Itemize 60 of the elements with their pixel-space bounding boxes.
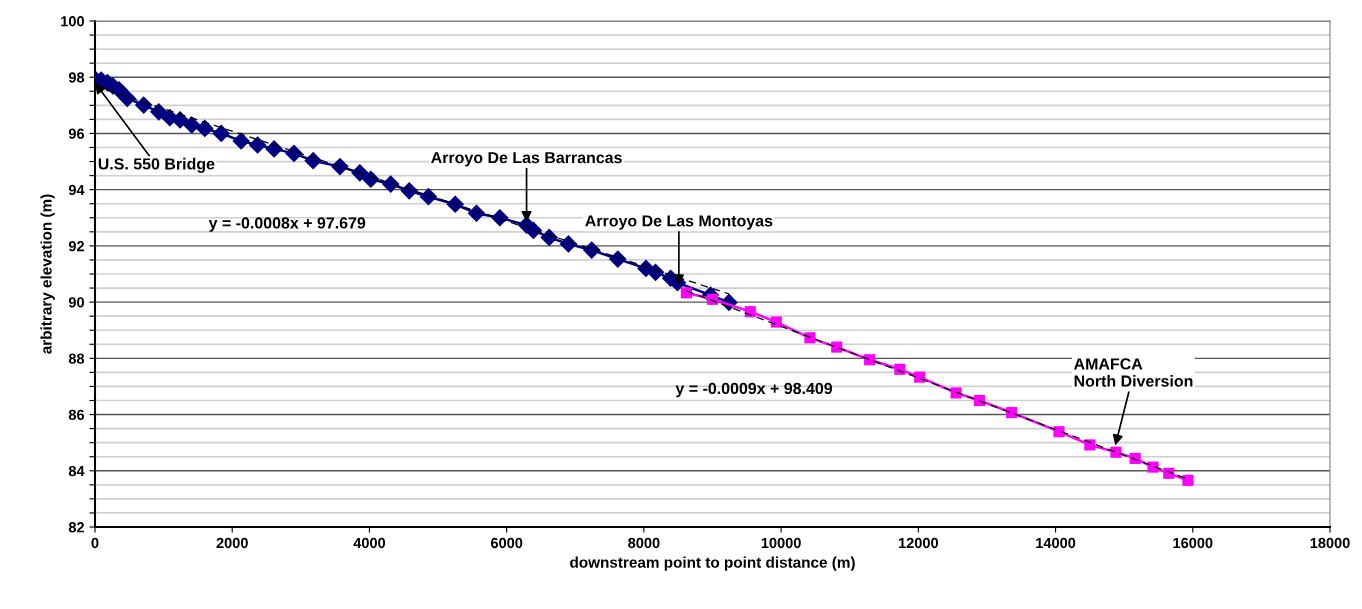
y-tick-label: 90 <box>68 297 84 308</box>
y-tick-label: 86 <box>68 409 85 420</box>
annotation: AMAFCA North Diversion <box>1073 358 1193 387</box>
y-tick-label: 88 <box>68 353 85 364</box>
point <box>1129 452 1141 464</box>
point <box>1084 439 1096 451</box>
point <box>361 170 380 189</box>
point <box>864 354 876 366</box>
point <box>559 235 578 253</box>
point <box>1147 461 1159 473</box>
x-tick-label: 16000 <box>1173 537 1213 549</box>
y-tick-label: 96 <box>68 128 85 139</box>
point <box>1053 426 1065 438</box>
point <box>680 287 692 299</box>
point <box>212 124 231 143</box>
y-tick-label: 100 <box>61 16 84 27</box>
point <box>182 116 201 134</box>
y-tick-label: 98 <box>68 72 85 83</box>
point <box>446 195 465 214</box>
point <box>804 332 816 344</box>
x-tick-label: 0 <box>91 537 99 549</box>
point <box>894 363 906 375</box>
point <box>134 96 153 114</box>
point <box>490 208 509 227</box>
y-tick-label: 92 <box>68 240 84 252</box>
x-tick-label: 18000 <box>1310 537 1350 549</box>
point <box>467 204 486 223</box>
point <box>331 157 349 176</box>
point <box>582 241 601 259</box>
x-tick-label: 14000 <box>1036 537 1076 549</box>
point <box>351 163 369 182</box>
point <box>608 250 627 268</box>
y-tick-label: 94 <box>68 184 85 196</box>
point <box>285 144 303 163</box>
x-tick-label: 8000 <box>628 537 660 549</box>
annotation: Arroyo De Las Barrancas <box>431 152 622 167</box>
point <box>950 387 962 399</box>
x-tick-label: 12000 <box>898 537 939 549</box>
annotation: U.S. 550 Bridge <box>98 157 215 173</box>
x-axis-title: downstream point to point distance (m) <box>570 556 855 571</box>
point <box>248 136 267 154</box>
y-tick-label: 82 <box>68 522 84 533</box>
annotation: y = -0.0008x + 97.679 <box>208 217 366 232</box>
point <box>265 140 283 158</box>
x-tick-label: 2000 <box>216 537 248 549</box>
x-tick-label: 6000 <box>490 537 523 549</box>
y-tick-label: 84 <box>68 465 85 477</box>
annotation: Arroyo De Las Montoyas <box>585 215 773 230</box>
point <box>381 175 400 193</box>
annotation: y = -0.0009x + 98.409 <box>675 382 833 398</box>
point <box>232 132 250 150</box>
point <box>419 187 438 206</box>
point <box>540 228 559 247</box>
point <box>1182 474 1194 486</box>
x-tick-label: 10000 <box>761 537 801 549</box>
point <box>400 181 419 200</box>
point <box>1163 467 1175 479</box>
point <box>195 119 214 138</box>
y-axis-title: arbitrary elevation (m) <box>40 194 55 354</box>
x-tick-label: 4000 <box>353 537 386 549</box>
